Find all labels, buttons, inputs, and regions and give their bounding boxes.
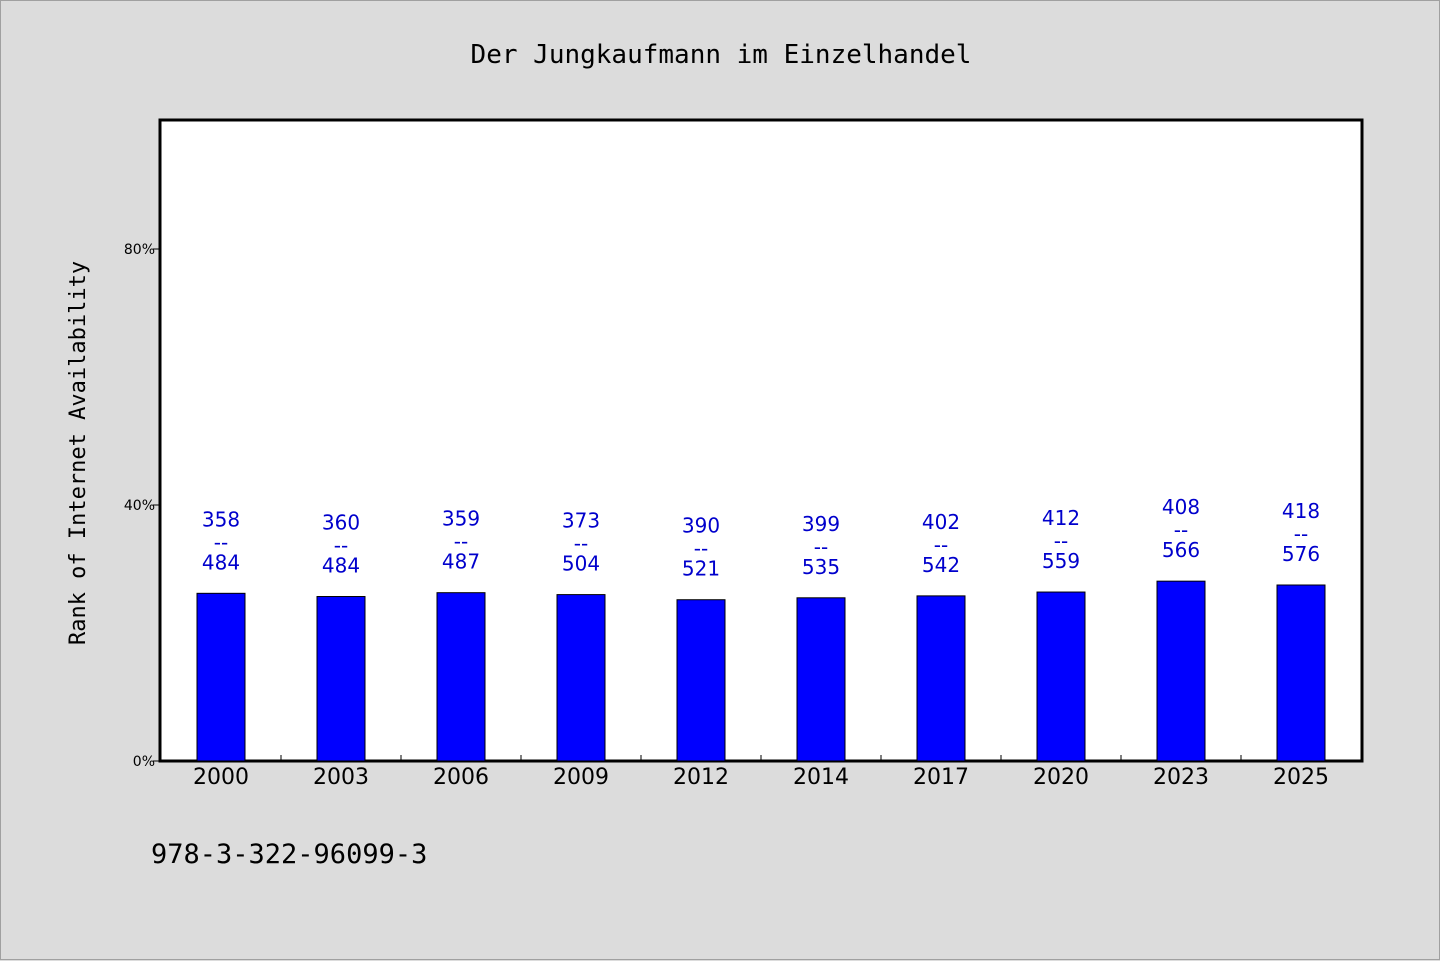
chart-title: Der Jungkaufmann im Einzelhandel (471, 40, 972, 70)
bar-label-bottom: 542 (922, 553, 960, 577)
bar-label-separator: -- (574, 532, 588, 556)
bar-label-top: 402 (922, 510, 960, 534)
bar-2023 (1156, 580, 1206, 762)
bar-label-separator: -- (454, 530, 468, 554)
bar-2020 (1036, 591, 1086, 762)
bar-label-top: 390 (682, 514, 720, 538)
y-tick-label: 40% (124, 498, 155, 514)
x-tick-label: 2020 (1033, 765, 1089, 790)
bar-label-top: 358 (202, 507, 240, 531)
y-tick-label: 0% (133, 754, 155, 770)
isbn-text: 978-3-322-96099-3 (151, 839, 427, 870)
bar-labels-group: 484--358484--360487--359504--373521--390… (202, 495, 1320, 581)
bar-label-bottom: 566 (1162, 538, 1200, 562)
bars-group (196, 580, 1326, 762)
bar-label-top: 359 (442, 507, 480, 531)
x-tick-label: 2009 (553, 765, 609, 790)
bar-label-bottom: 484 (202, 550, 240, 574)
x-tick-label: 2003 (313, 765, 369, 790)
bar-2017 (916, 595, 966, 762)
bar-label-separator: -- (1054, 529, 1068, 553)
bar-label-bottom: 535 (802, 555, 840, 579)
bar-label-separator: -- (814, 535, 828, 559)
bar-label-top: 408 (1162, 495, 1200, 519)
bar-2009 (556, 594, 606, 762)
y-axis-label: Rank of Internet Availability (66, 261, 91, 645)
bar-2000 (196, 592, 246, 762)
bar-2014 (796, 597, 846, 762)
bar-label-separator: -- (934, 533, 948, 557)
x-tick-label: 2017 (913, 765, 969, 790)
bar-2025 (1276, 584, 1326, 762)
bar-label-bottom: 576 (1282, 542, 1320, 566)
bar-label-bottom: 484 (322, 554, 360, 578)
x-tick-label: 2012 (673, 765, 729, 790)
bar-2006 (436, 592, 486, 762)
bar-2012 (676, 599, 726, 762)
x-axis-ticks: 2000 2003 2006 2009 2012 2014 2017 2020 2023 2025 (193, 755, 1329, 790)
bar-label-separator: -- (334, 534, 348, 558)
x-tick-label: 2000 (193, 765, 249, 790)
bar-label-bottom: 504 (562, 552, 600, 576)
bar-label-separator: -- (694, 537, 708, 561)
bar-label-top: 399 (802, 512, 840, 536)
bar-label-top: 373 (562, 509, 600, 533)
x-tick-label: 2025 (1273, 765, 1329, 790)
x-tick-label: 2014 (793, 765, 849, 790)
bar-label-bottom: 521 (682, 557, 720, 581)
bar-label-top: 360 (322, 511, 360, 535)
bar-label-separator: -- (214, 530, 228, 554)
bar-label-separator: -- (1294, 522, 1308, 546)
bar-label-top: 418 (1282, 499, 1320, 523)
y-tick-label: 80% (124, 242, 155, 258)
x-tick-label: 2023 (1153, 765, 1209, 790)
y-axis-ticks: 0% 40% 80% (124, 242, 161, 770)
bar-label-separator: -- (1174, 518, 1188, 542)
x-tick-label: 2006 (433, 765, 489, 790)
bar-2003 (316, 596, 366, 762)
bar-label-bottom: 487 (442, 550, 480, 574)
bar-label-bottom: 559 (1042, 549, 1080, 573)
bar-label-top: 412 (1042, 506, 1080, 530)
